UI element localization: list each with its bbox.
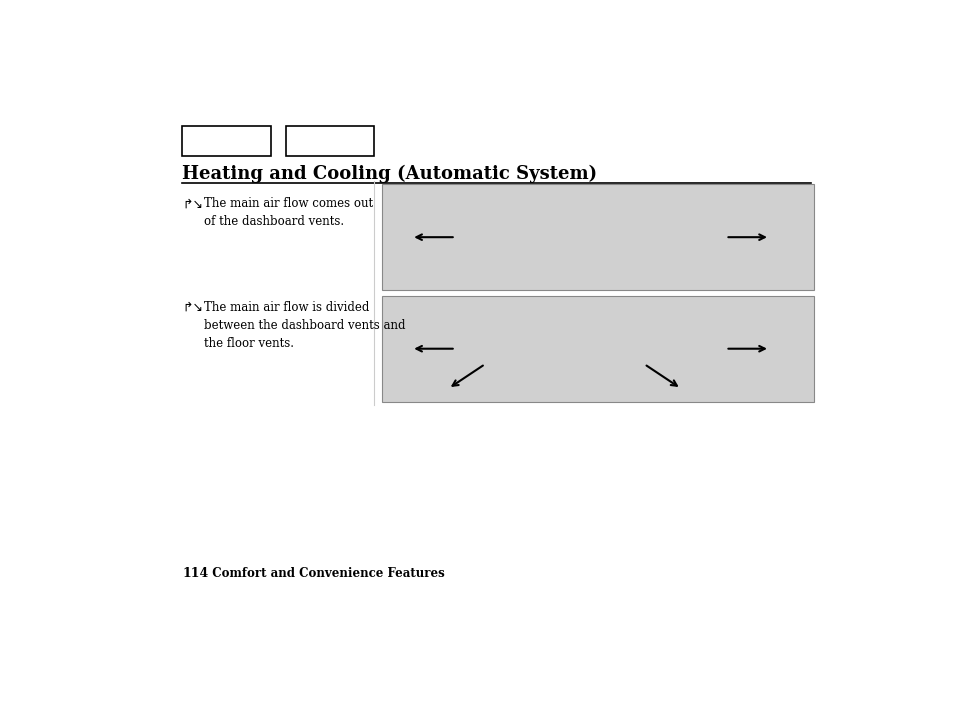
FancyBboxPatch shape [381, 295, 813, 403]
FancyBboxPatch shape [285, 126, 374, 156]
Text: Comfort and Convenience Features: Comfort and Convenience Features [204, 567, 444, 580]
FancyBboxPatch shape [182, 126, 271, 156]
Text: 114: 114 [182, 567, 208, 580]
Text: ↱↘: ↱↘ [182, 301, 203, 314]
Text: ↱↘: ↱↘ [182, 197, 203, 210]
Text: The main air flow is divided
between the dashboard vents and
the floor vents.: The main air flow is divided between the… [204, 301, 405, 350]
FancyBboxPatch shape [381, 184, 813, 290]
Text: The main air flow comes out
of the dashboard vents.: The main air flow comes out of the dashb… [204, 197, 373, 229]
Text: Heating and Cooling (Automatic System): Heating and Cooling (Automatic System) [182, 165, 597, 182]
